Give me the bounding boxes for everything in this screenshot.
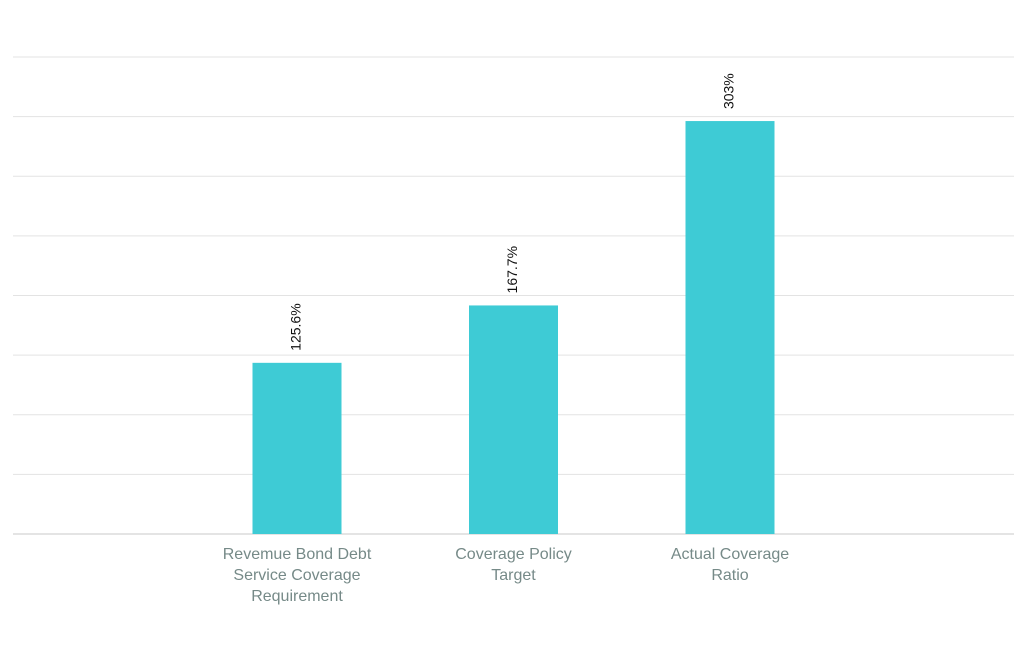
x-tick-label-line: Target [491, 567, 536, 584]
bar [469, 305, 558, 534]
x-tick-label-line: Revemue Bond Debt [223, 546, 372, 563]
x-tick-label: Actual Coverage Ratio [671, 546, 789, 584]
x-tick-label-line: Requirement [251, 588, 343, 605]
x-tick-label-line: Actual Coverage [671, 546, 789, 563]
bar [252, 362, 342, 534]
x-tick-label: Coverage Policy Target [455, 546, 572, 584]
value-label: 125.6% [288, 303, 304, 350]
bar [685, 121, 775, 534]
x-tick-label-line: Service Coverage [233, 567, 360, 584]
value-label: 303% [721, 73, 737, 109]
x-tick-label-line: Coverage Policy [455, 546, 572, 563]
value-label: 167.7% [504, 246, 520, 293]
x-tick-label-line: Ratio [711, 567, 748, 584]
x-tick-label: Revemue Bond Debt Service Coverage Require… [223, 546, 372, 605]
